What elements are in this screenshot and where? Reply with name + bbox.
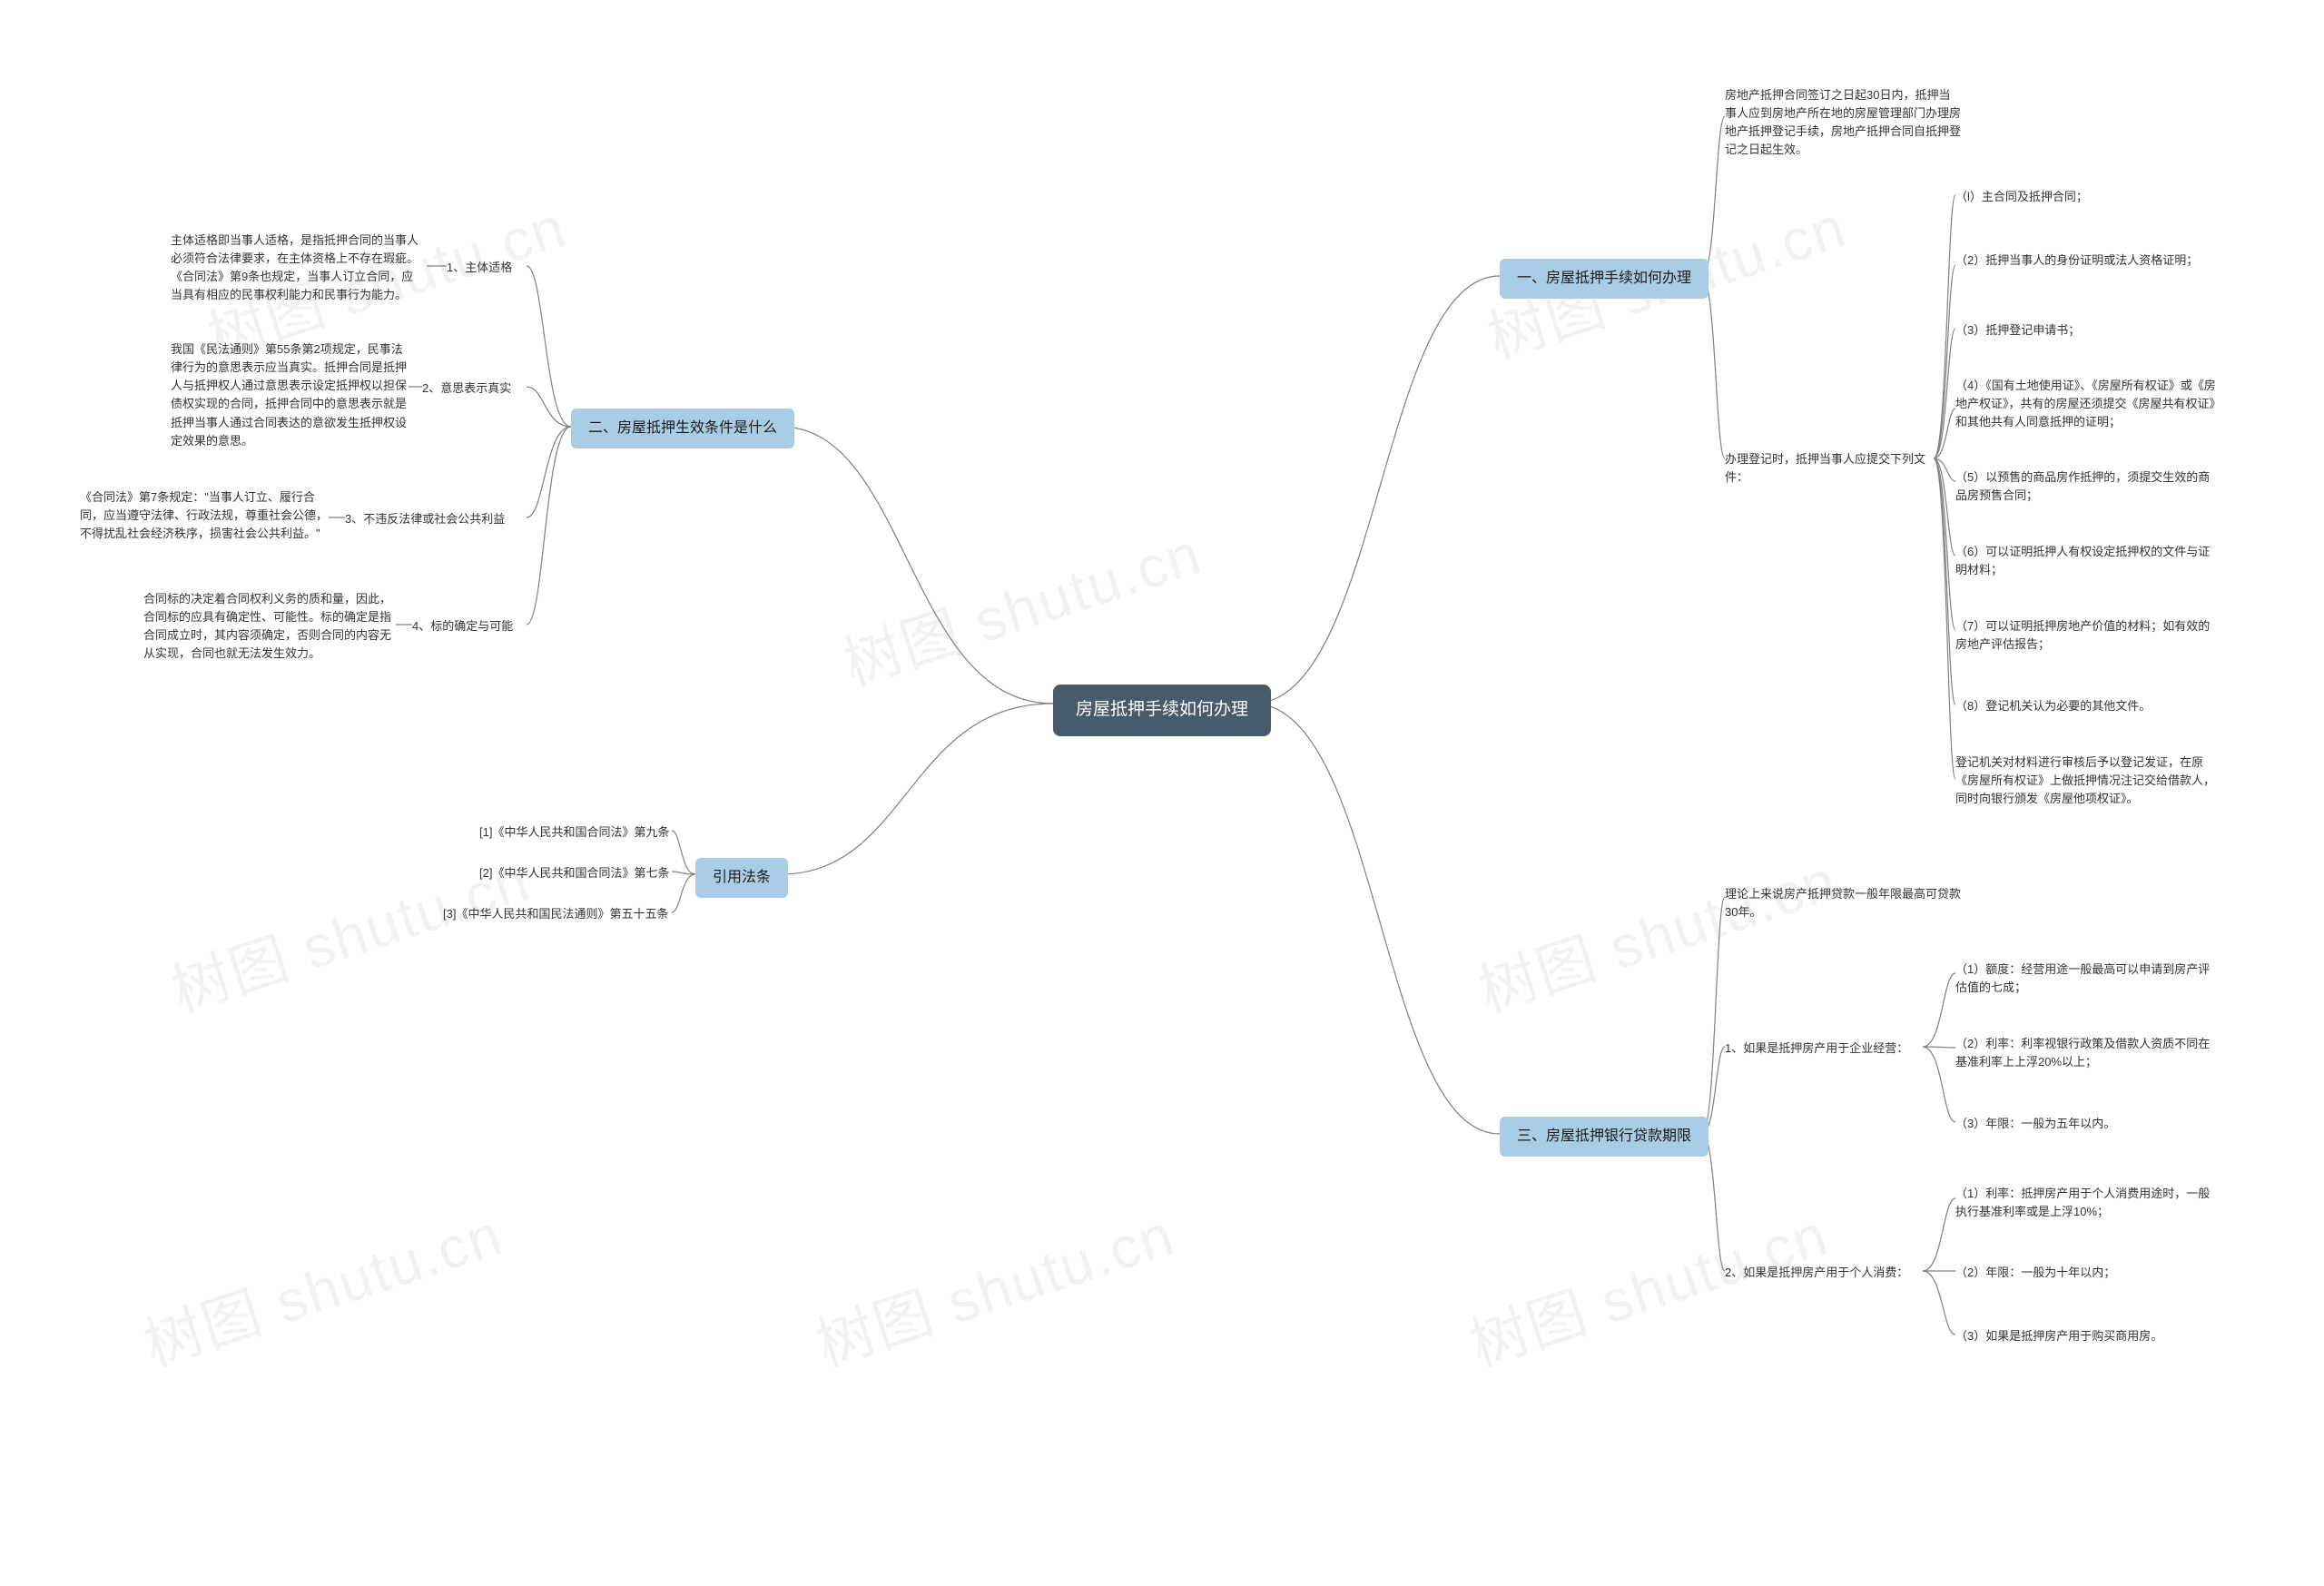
leaf-b4-2: [2]《中华人民共和国合同法》第七条 xyxy=(479,864,669,882)
watermark: 树图 shutu.cn xyxy=(1458,1188,1837,1383)
leaf-b2-1d: 主体适格即当事人适格，是指抵押合同的当事人必须符合法律要求，在主体资格上不存在瑕… xyxy=(171,231,420,305)
leaf-b1-4: （4）《国有土地使用证》、《房屋所有权证》或《房地产权证》，共有的房屋还须提交《… xyxy=(1955,377,2219,431)
leaf-b1-8: （8）登记机关认为必要的其他文件。 xyxy=(1955,697,2151,715)
leaf-b2-2: 2、意思表示真实 xyxy=(422,379,511,398)
leaf-b1-9: 登记机关对材料进行审核后予以登记发证，在原《房屋所有权证》上做抵押情况注记交给借… xyxy=(1955,754,2219,808)
watermark: 树图 shutu.cn xyxy=(1467,834,1846,1029)
leaf-b1-2: （2）抵押当事人的身份证明或法人资格证明； xyxy=(1955,251,2198,270)
leaf-b2-2d: 我国《民法通则》第55条第2项规定，民事法律行为的意思表示应当真实。抵押合同是抵… xyxy=(171,340,414,450)
leaf-b1-3: （3）抵押登记申请书； xyxy=(1955,321,2080,340)
leaf-b3-2: 2、如果是抵押房产用于个人消费： xyxy=(1725,1264,1908,1282)
watermark: 树图 shutu.cn xyxy=(804,1188,1184,1383)
center-node[interactable]: 房屋抵押手续如何办理 xyxy=(1053,685,1271,736)
leaf-b4-1: [1]《中华人民共和国合同法》第九条 xyxy=(479,823,669,842)
leaf-b2-4: 4、标的确定与可能 xyxy=(412,617,513,635)
branch-references[interactable]: 引用法条 xyxy=(695,858,788,898)
leaf-b3-2b: （2）年限：一般为十年以内； xyxy=(1955,1264,2115,1282)
watermark: 树图 shutu.cn xyxy=(832,507,1211,702)
leaf-b1-intro: 房地产抵押合同签订之日起30日内，抵押当事人应到房地产所在地的房屋管理部门办理房… xyxy=(1725,86,1961,160)
leaf-b3-2a: （1）利率：抵押房产用于个人消费用途时，一般执行基准利率或是上浮10%； xyxy=(1955,1185,2219,1221)
watermark: 树图 shutu.cn xyxy=(133,1188,512,1383)
leaf-b3-1c: （3）年限：一般为五年以内。 xyxy=(1955,1115,2115,1133)
leaf-b4-3: [3]《中华人民共和国民法通则》第五十五条 xyxy=(443,905,668,923)
leaf-b1-7: （7）可以证明抵押房地产价值的材料；如有效的房地产评估报告； xyxy=(1955,617,2219,654)
leaf-b2-3d: 《合同法》第7条规定："当事人订立、履行合同，应当遵守法律、行政法规，尊重社会公… xyxy=(80,488,334,543)
leaf-b2-1: 1、主体适格 xyxy=(447,259,512,277)
leaf-b1-docs-label: 办理登记时，抵押当事人应提交下列文件： xyxy=(1725,450,1943,487)
mindmap-canvas: 树图 shutu.cn 树图 shutu.cn 树图 shutu.cn 树图 s… xyxy=(0,0,2324,1586)
leaf-b2-4d: 合同标的决定着合同权利义务的质和量，因此，合同标的应具有确定性、可能性。标的确定… xyxy=(143,590,398,664)
leaf-b3-2c: （3）如果是抵押房产用于购买商用房。 xyxy=(1955,1327,2162,1345)
branch-loan-term[interactable]: 三、房屋抵押银行贷款期限 xyxy=(1500,1117,1709,1157)
branch-procedures[interactable]: 一、房屋抵押手续如何办理 xyxy=(1500,259,1709,299)
branch-conditions[interactable]: 二、房屋抵押生效条件是什么 xyxy=(571,409,794,448)
leaf-b3-1a: （1）额度：经营用途一般最高可以申请到房产评估值的七成； xyxy=(1955,960,2219,997)
leaf-b3-1b: （2）利率：利率视银行政策及借款人资质不同在基准利率上上浮20%以上； xyxy=(1955,1035,2219,1071)
leaf-b1-5: （5）以预售的商品房作抵押的，须提交生效的商品房预售合同； xyxy=(1955,468,2219,505)
leaf-b1-6: （6）可以证明抵押人有权设定抵押权的文件与证明材料； xyxy=(1955,543,2219,579)
leaf-b2-3: 3、不违反法律或社会公共利益 xyxy=(345,510,505,528)
leaf-b3-1: 1、如果是抵押房产用于企业经营： xyxy=(1725,1039,1908,1058)
leaf-b3-intro: 理论上来说房产抵押贷款一般年限最高可贷款30年。 xyxy=(1725,885,1961,921)
leaf-b1-1: （l）主合同及抵押合同； xyxy=(1955,188,2088,206)
